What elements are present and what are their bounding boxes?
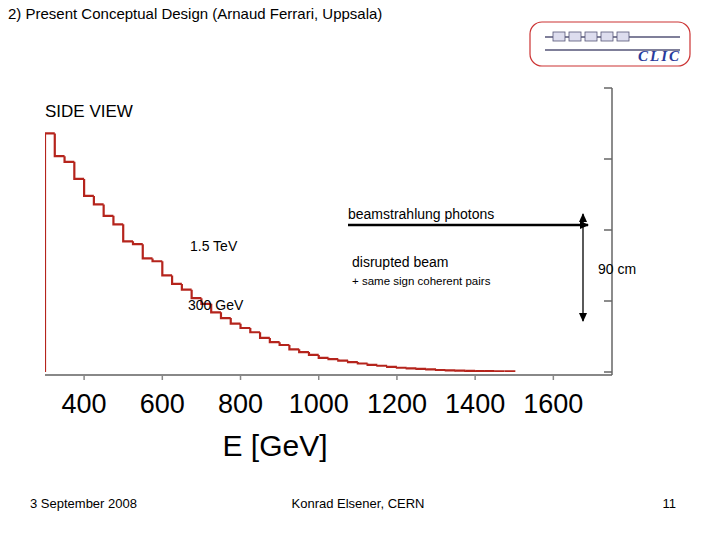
histogram-bin xyxy=(65,156,75,162)
logo-module xyxy=(585,32,597,41)
histogram-bin xyxy=(495,370,505,372)
x-tick-label: 1600 xyxy=(523,389,583,419)
logo-module xyxy=(601,32,613,41)
histogram-bin xyxy=(329,358,339,359)
y-tick xyxy=(604,229,612,231)
histogram-bin xyxy=(260,332,270,338)
histogram-bin xyxy=(289,345,299,349)
annotation: 90 cm xyxy=(598,261,636,277)
histogram-bin xyxy=(231,318,241,324)
histogram-bin xyxy=(319,355,329,358)
footer-author: Konrad Elsener, CERN xyxy=(292,496,425,511)
x-tick-label: 400 xyxy=(62,389,107,419)
histogram-bin xyxy=(241,324,251,328)
page-number: 11 xyxy=(663,496,677,511)
histogram-bin xyxy=(84,179,94,196)
histogram-bin xyxy=(446,369,456,371)
annotation: disrupted beam xyxy=(352,254,449,270)
histogram-bin xyxy=(338,359,348,360)
x-tick xyxy=(318,375,320,380)
histogram-bin xyxy=(162,261,172,275)
x-tick-label: 800 xyxy=(218,389,263,419)
histogram-bin xyxy=(377,364,387,367)
size-arrow xyxy=(582,214,583,321)
y-tick xyxy=(604,371,612,373)
x-tick xyxy=(396,375,398,380)
histogram-bin xyxy=(250,328,260,332)
histogram-bin xyxy=(182,284,192,290)
slide: 2) Present Conceptual Design (Arnaud Fer… xyxy=(0,0,720,540)
histogram-bin xyxy=(172,275,182,284)
histogram xyxy=(45,133,514,372)
annotation: 300 GeV xyxy=(188,297,244,313)
histogram-bin xyxy=(426,368,436,371)
x-tick-label: 1400 xyxy=(445,389,505,419)
histogram-bin xyxy=(309,352,319,355)
histogram-bin xyxy=(358,362,368,363)
annotation: beamstrahlung photons xyxy=(348,206,494,222)
histogram-bin xyxy=(407,367,417,370)
histogram-bin xyxy=(387,366,397,367)
photon-arrow xyxy=(348,224,588,227)
histogram-bin xyxy=(94,196,104,205)
logo-frame xyxy=(530,22,690,66)
histogram-bin xyxy=(299,349,309,352)
histogram-bin xyxy=(123,224,133,241)
histogram-bin xyxy=(45,133,55,372)
histogram-bin xyxy=(504,370,514,372)
annotation: SIDE VIEW xyxy=(45,102,133,121)
histogram-bin xyxy=(55,133,65,156)
annotation: 1.5 TeV xyxy=(190,238,238,254)
histogram-bin xyxy=(104,204,114,215)
footer-date: 3 September 2008 xyxy=(30,496,137,511)
histogram-bin xyxy=(221,312,231,318)
logo-module xyxy=(569,32,581,41)
histogram-bin xyxy=(416,367,426,370)
x-axis-label: E [GeV] xyxy=(222,429,327,462)
logo-module xyxy=(553,32,565,41)
histogram-bin xyxy=(397,366,407,369)
histogram-bin xyxy=(113,216,123,225)
histogram-bin xyxy=(153,258,163,261)
x-tick-label: 1200 xyxy=(367,389,427,419)
histogram-bin xyxy=(270,338,280,342)
slide-title: 2) Present Conceptual Design (Arnaud Fer… xyxy=(8,5,382,22)
y-tick xyxy=(604,158,612,160)
histogram-bin xyxy=(485,370,495,372)
x-tick xyxy=(240,375,242,380)
x-tick xyxy=(83,375,85,380)
y-tick xyxy=(604,300,612,302)
histogram-bin xyxy=(465,369,475,371)
y-tick xyxy=(604,87,612,89)
histogram-bin xyxy=(456,369,466,371)
page: {"slide": {"title": "2) Present Conceptu… xyxy=(0,0,720,540)
annotation: + same sign coherent pairs xyxy=(352,275,491,287)
x-tick xyxy=(162,375,164,380)
x-axis-line xyxy=(45,374,612,376)
histogram-bin xyxy=(348,361,358,362)
histogram-bin xyxy=(74,162,84,179)
x-tick-label: 1000 xyxy=(289,389,349,419)
x-tick xyxy=(474,375,476,380)
histogram-bin xyxy=(368,363,378,364)
logo-text: CLIC xyxy=(638,48,681,64)
histogram-bin xyxy=(280,342,290,345)
histogram-bin xyxy=(133,241,143,244)
x-tick xyxy=(553,375,555,380)
histogram-bin xyxy=(143,244,153,258)
logo-module xyxy=(617,32,629,41)
y-axis-line xyxy=(611,88,613,375)
histogram-bin xyxy=(475,370,485,372)
x-tick-label: 600 xyxy=(140,389,185,419)
histogram-bin xyxy=(436,368,446,371)
